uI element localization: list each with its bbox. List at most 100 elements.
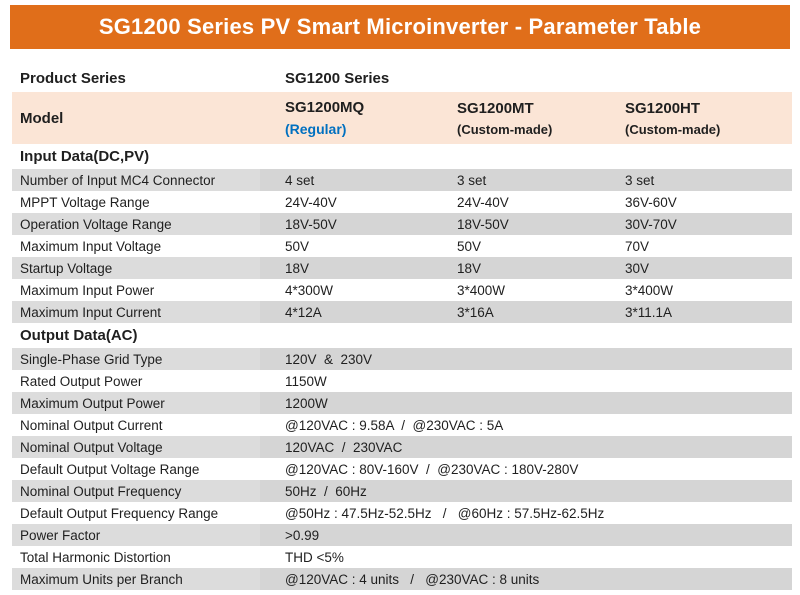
section-title: Output Data(AC): [20, 327, 138, 344]
row-value: 120VAC / 230VAC: [285, 439, 403, 455]
row-label: Number of Input MC4 Connector: [12, 169, 260, 191]
row-value: 18V: [285, 260, 310, 276]
row-value: 24V-40V: [457, 194, 509, 210]
page-title: SG1200 Series PV Smart Microinverter - P…: [98, 14, 702, 39]
row-label: Startup Voltage: [12, 257, 260, 279]
row-value: THD <5%: [285, 549, 344, 565]
row-label: Operation Voltage Range: [12, 213, 260, 235]
table-row: Default Output Voltage Range @120VAC : 80…: [12, 458, 792, 480]
row-label: Total Harmonic Distortion: [20, 549, 171, 565]
row-value: 70V: [625, 238, 650, 254]
row-values: 18V 18V 30V: [260, 257, 792, 279]
row-label: Maximum Units per Branch: [12, 568, 260, 590]
row-value: 4*12A: [285, 304, 322, 320]
row-label: Nominal Output Current: [20, 417, 163, 433]
row-values: @120VAC : 9.58A / @230VAC : 5A: [260, 414, 792, 436]
row-value: 18V-50V: [285, 216, 337, 232]
row-values: 18V-50V 18V-50V 30V-70V: [260, 213, 792, 235]
model-column-sg1200mq: SG1200MQ (Regular): [285, 99, 457, 137]
row-label: Maximum Input Voltage: [20, 238, 162, 254]
table-row: Nominal Output Current @120VAC : 9.58A / …: [12, 414, 792, 436]
row-value: @50Hz : 47.5Hz-52.5Hz / @60Hz : 57.5Hz-6…: [285, 505, 605, 521]
table-body: Input Data(DC,PV) Number of Input MC4 Con…: [12, 144, 792, 590]
row-value: 1200W: [285, 395, 328, 411]
model-label: Model: [20, 109, 64, 127]
table-row: Startup Voltage 18V 18V 30V: [12, 257, 792, 279]
row-values: THD <5%: [260, 546, 792, 568]
row-value: 3*11.1A: [625, 304, 673, 320]
row-label: Nominal Output Voltage: [12, 436, 260, 458]
row-value: 36V-60V: [625, 194, 677, 210]
table-row: Total Harmonic Distortion THD <5%: [12, 546, 792, 568]
row-values: 1200W: [260, 392, 792, 414]
model-columns: SG1200MQ (Regular) SG1200MT (Custom-made…: [260, 92, 792, 144]
section-title: Input Data(DC,PV): [20, 148, 150, 165]
product-series-value: SG1200 Series: [285, 69, 390, 87]
row-values: 120V & 230V: [260, 348, 792, 370]
row-label: Maximum Output Power: [12, 392, 260, 414]
model-name: SG1200HT: [625, 99, 701, 117]
table-row: Maximum Input Current 4*12A 3*16A 3*11.1A: [12, 301, 792, 323]
table-row: Operation Voltage Range 18V-50V 18V-50V 30V…: [12, 213, 792, 235]
row-value: 3 set: [625, 172, 655, 188]
product-series-row: Product Series SG1200 Series: [12, 64, 792, 92]
row-values: @120VAC : 4 units / @230VAC : 8 units: [260, 568, 792, 590]
row-values: 4*300W 3*400W 3*400W: [260, 279, 792, 301]
model-subtitle: (Custom-made): [457, 121, 553, 137]
row-label: Maximum Input Current: [12, 301, 260, 323]
row-value: >0.99: [285, 527, 320, 543]
row-values: 50Hz / 60Hz: [260, 480, 792, 502]
model-subtitle: (Regular): [285, 121, 347, 137]
table-row: Number of Input MC4 Connector 4 set 3 set 3…: [12, 169, 792, 191]
row-value: 30V-70V: [625, 216, 677, 232]
row-label: Default Output Frequency Range: [20, 505, 219, 521]
table-row: Maximum Units per Branch @120VAC : 4 unit…: [12, 568, 792, 590]
table-row: Power Factor >0.99: [12, 524, 792, 546]
table-row: Maximum Input Voltage 50V 50V 70V: [12, 235, 792, 257]
product-series-label: Product Series: [20, 69, 126, 87]
row-values: >0.99: [260, 524, 792, 546]
row-values: 1150W: [260, 370, 792, 392]
table-row: Single-Phase Grid Type 120V & 230V: [12, 348, 792, 370]
row-value: 30V: [625, 260, 650, 276]
row-value: 24V-40V: [285, 194, 337, 210]
table-row: Maximum Input Power 4*300W 3*400W 3*400W: [12, 279, 792, 301]
row-label: Rated Output Power: [20, 373, 143, 389]
row-value: 18V-50V: [457, 216, 509, 232]
table-row: Default Output Frequency Range @50Hz : 47…: [12, 502, 792, 524]
row-label: Nominal Output Frequency: [12, 480, 260, 502]
table-row: Nominal Output Voltage 120VAC / 230VAC: [12, 436, 792, 458]
row-value: 50Hz / 60Hz: [285, 483, 367, 499]
row-value: 120V & 230V: [285, 351, 373, 367]
row-values: 50V 50V 70V: [260, 235, 792, 257]
row-value: 50V: [457, 238, 482, 254]
table-row: MPPT Voltage Range 24V-40V 24V-40V 36V-60V: [12, 191, 792, 213]
row-value: 3 set: [457, 172, 487, 188]
product-series-values: SG1200 Series: [260, 64, 792, 92]
row-label: MPPT Voltage Range: [20, 194, 150, 210]
row-values: 24V-40V 24V-40V 36V-60V: [260, 191, 792, 213]
title-bar: SG1200 Series PV Smart Microinverter - P…: [10, 5, 790, 49]
row-label: Single-Phase Grid Type: [12, 348, 260, 370]
row-label: Maximum Input Power: [20, 282, 155, 298]
table-row: Rated Output Power 1150W: [12, 370, 792, 392]
model-subtitle: (Custom-made): [625, 121, 721, 137]
model-column-sg1200mt: SG1200MT (Custom-made): [457, 100, 625, 137]
row-value: 3*400W: [457, 282, 506, 298]
model-name: SG1200MT: [457, 99, 534, 117]
row-value: @120VAC : 80V-160V / @230VAC : 180V-280V: [285, 461, 579, 477]
row-value: @120VAC : 9.58A / @230VAC : 5A: [285, 417, 504, 433]
parameter-table: Product Series SG1200 Series Model SG120…: [12, 64, 792, 590]
model-column-sg1200ht: SG1200HT (Custom-made): [625, 100, 792, 137]
table-row: Nominal Output Frequency 50Hz / 60Hz: [12, 480, 792, 502]
row-value: 3*400W: [625, 282, 674, 298]
row-value: 50V: [285, 238, 310, 254]
row-values: 120VAC / 230VAC: [260, 436, 792, 458]
row-values: @120VAC : 80V-160V / @230VAC : 180V-280V: [260, 458, 792, 480]
row-value: @120VAC : 4 units / @230VAC : 8 units: [285, 571, 540, 587]
row-label: Power Factor: [12, 524, 260, 546]
row-values: 4*12A 3*16A 3*11.1A: [260, 301, 792, 323]
model-row: Model SG1200MQ (Regular) SG1200MT (Custo…: [12, 92, 792, 144]
row-value: 4*300W: [285, 282, 334, 298]
